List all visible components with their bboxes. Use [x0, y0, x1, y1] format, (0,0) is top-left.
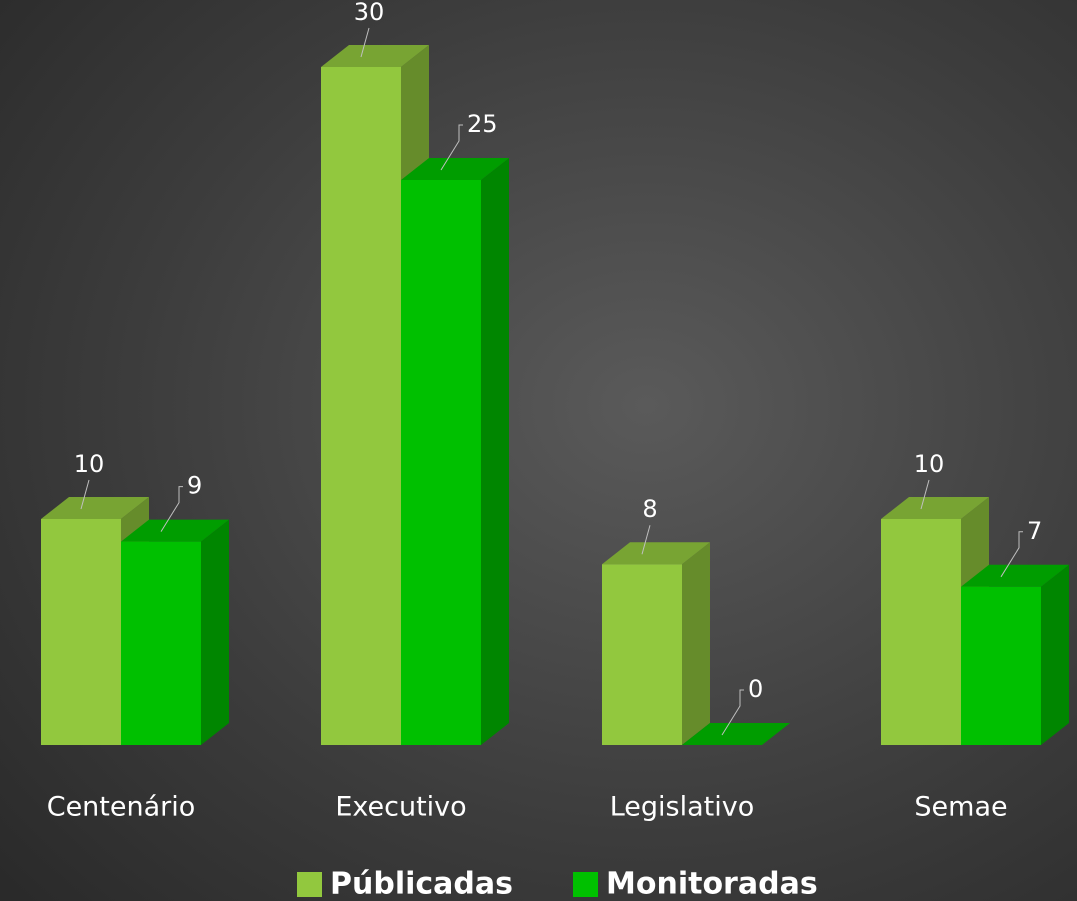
x-tick-label: Semae	[914, 792, 1007, 823]
legend-label: Públicadas	[330, 867, 513, 901]
bar	[961, 565, 1069, 745]
bar-front	[41, 519, 121, 745]
x-tick-label: Executivo	[335, 792, 466, 823]
bar-side	[1041, 565, 1069, 745]
legend-label: Monitoradas	[606, 867, 818, 901]
bar-front	[881, 519, 961, 745]
x-tick-label: Centenário	[47, 792, 196, 823]
page: Centenário 10 9 Executivo 30 25 Legislativo 8 0 S…	[0, 0, 1077, 901]
value-label: 25	[467, 110, 498, 138]
bar	[401, 158, 509, 745]
bar-side	[682, 542, 710, 745]
bar-front	[321, 67, 401, 745]
value-label: 30	[354, 0, 385, 26]
value-label: 7	[1027, 517, 1042, 545]
bar-side	[201, 520, 229, 745]
bar-front	[401, 180, 481, 745]
value-label: 8	[642, 495, 657, 523]
bar-front	[121, 542, 201, 745]
bar	[121, 520, 229, 745]
x-tick-label: Legislativo	[610, 792, 755, 823]
bar-front	[602, 564, 682, 745]
legend-swatch	[573, 872, 598, 897]
bar-front	[961, 587, 1041, 745]
bar	[602, 542, 710, 745]
chart: Centenário 10 9 Executivo 30 25 Legislativo 8 0 S…	[0, 0, 1077, 901]
value-label: 9	[187, 472, 202, 500]
value-label: 10	[914, 450, 945, 478]
legend-swatch	[297, 872, 322, 897]
value-label: 10	[74, 450, 105, 478]
bar-side	[481, 158, 509, 745]
value-label: 0	[748, 675, 763, 703]
